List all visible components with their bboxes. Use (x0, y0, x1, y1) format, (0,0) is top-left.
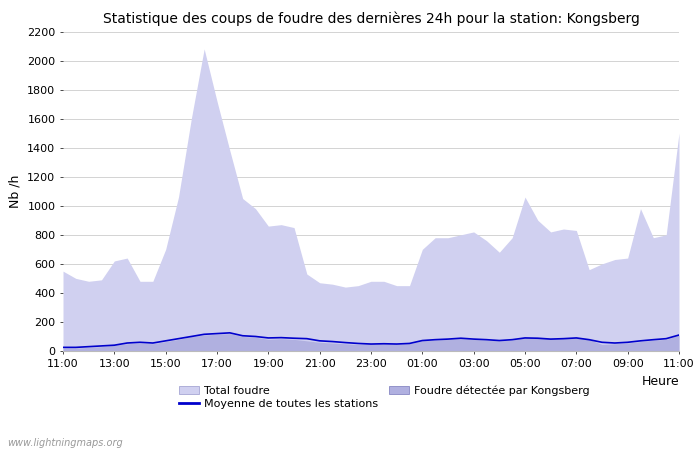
Y-axis label: Nb /h: Nb /h (8, 175, 22, 208)
Text: Heure: Heure (641, 375, 679, 388)
Text: www.lightningmaps.org: www.lightningmaps.org (7, 438, 122, 448)
Legend: Total foudre, Moyenne de toutes les stations, Foudre détectée par Kongsberg: Total foudre, Moyenne de toutes les stat… (179, 385, 589, 409)
Title: Statistique des coups de foudre des dernières 24h pour la station: Kongsberg: Statistique des coups de foudre des dern… (103, 12, 639, 26)
